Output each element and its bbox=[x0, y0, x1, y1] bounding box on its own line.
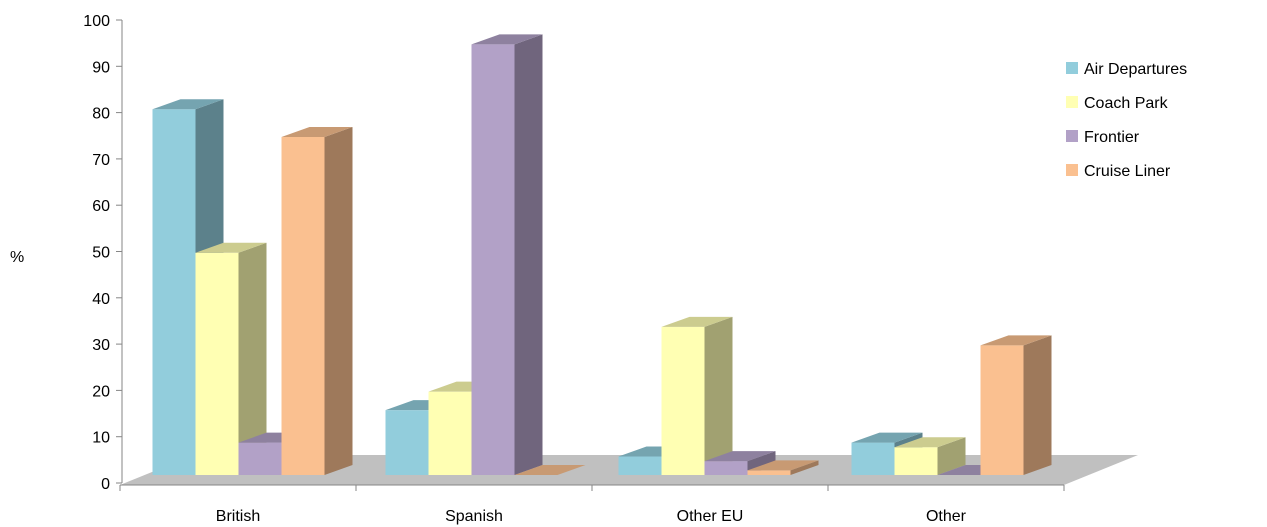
bar bbox=[661, 316, 733, 475]
legend-swatch bbox=[1066, 62, 1078, 74]
bar-front bbox=[704, 461, 748, 475]
bar-top bbox=[661, 316, 733, 327]
bar-front bbox=[471, 44, 515, 475]
bar-front bbox=[980, 345, 1024, 475]
category-label: Other bbox=[926, 508, 967, 525]
bars bbox=[152, 34, 1052, 475]
bar-side bbox=[1023, 335, 1052, 475]
bar-top bbox=[152, 99, 224, 110]
y-tick-label: 40 bbox=[92, 291, 110, 308]
bar bbox=[195, 242, 267, 475]
legend-item: Cruise Liner bbox=[1066, 163, 1171, 180]
legend-swatch bbox=[1066, 96, 1078, 108]
bar-front bbox=[195, 252, 239, 475]
legend-item: Air Departures bbox=[1066, 61, 1187, 78]
bar-side bbox=[790, 460, 819, 475]
y-tick-label: 80 bbox=[92, 106, 110, 123]
legend-item: Coach Park bbox=[1066, 95, 1169, 112]
y-tick-label: 0 bbox=[101, 476, 110, 493]
bar-top bbox=[894, 437, 966, 448]
bar-side bbox=[324, 127, 353, 475]
bar-top bbox=[514, 465, 586, 475]
bar-side bbox=[937, 437, 966, 475]
bar-top bbox=[747, 460, 819, 471]
bar bbox=[471, 34, 543, 475]
y-tick-label: 100 bbox=[83, 13, 110, 30]
bar-top bbox=[281, 127, 353, 138]
y-tick-label: 20 bbox=[92, 383, 110, 400]
bar-top bbox=[704, 451, 776, 462]
bar-side bbox=[704, 316, 733, 475]
y-tick-label: 30 bbox=[92, 337, 110, 354]
legend-swatch bbox=[1066, 164, 1078, 176]
bar bbox=[894, 437, 966, 475]
category-label: Other EU bbox=[677, 508, 744, 525]
legend-item: Frontier bbox=[1066, 129, 1140, 146]
bar-top bbox=[980, 335, 1052, 346]
bar-side bbox=[514, 34, 543, 475]
bar-side bbox=[238, 242, 267, 475]
bar-top bbox=[851, 432, 923, 443]
legend-label: Frontier bbox=[1084, 129, 1140, 146]
legend: Air Departures Coach Park Frontier Cruise L… bbox=[1066, 61, 1187, 180]
y-axis-label: % bbox=[10, 249, 24, 266]
bar-front bbox=[661, 326, 705, 475]
y-tick-label: 50 bbox=[92, 245, 110, 262]
bar bbox=[281, 127, 353, 475]
legend-label: Air Departures bbox=[1084, 61, 1187, 78]
legend-swatch bbox=[1066, 130, 1078, 142]
bar-front bbox=[618, 456, 662, 475]
category-label: British bbox=[216, 508, 260, 525]
bar bbox=[980, 335, 1052, 475]
y-tick-label: 60 bbox=[92, 198, 110, 215]
y-tick-label: 90 bbox=[92, 59, 110, 76]
category-label: Spanish bbox=[445, 508, 503, 525]
y-axis: 0 10 20 30 40 50 60 70 80 90 100 bbox=[83, 13, 123, 493]
bar-front bbox=[747, 470, 791, 475]
bar-front bbox=[281, 137, 325, 475]
y-tick-label: 70 bbox=[92, 152, 110, 169]
legend-label: Cruise Liner bbox=[1084, 163, 1171, 180]
bar-top bbox=[195, 242, 267, 253]
bar-top bbox=[471, 34, 543, 45]
category-labels: British Spanish Other EU Other bbox=[216, 508, 967, 525]
bar-front bbox=[152, 109, 196, 475]
bar-front bbox=[851, 442, 895, 475]
bar bbox=[514, 465, 586, 475]
x-axis bbox=[119, 484, 1065, 491]
y-tick-label: 10 bbox=[92, 430, 110, 447]
bar-front bbox=[238, 442, 282, 475]
legend-label: Coach Park bbox=[1084, 95, 1169, 112]
bar-front bbox=[428, 391, 472, 475]
bar-front bbox=[385, 410, 429, 475]
bar bbox=[747, 460, 819, 475]
bar-front bbox=[894, 447, 938, 475]
